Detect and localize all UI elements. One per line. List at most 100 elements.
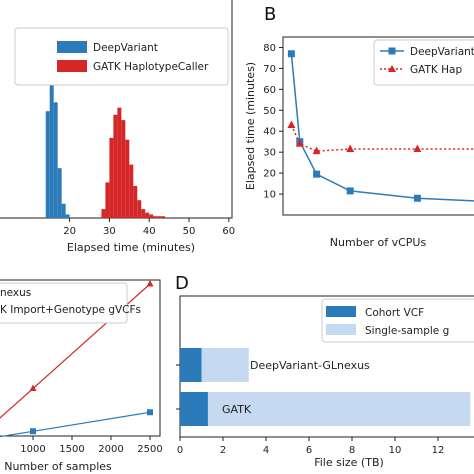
marker-gatk [146,280,154,287]
bar-cohort-vcf [180,348,202,382]
panel-d: D GATK DeepVariant-GLnexus 0 2 4 6 8 10 12 File… [175,273,474,469]
bar-deepvariant [65,214,70,218]
x-tick-label: 1000 [20,444,45,455]
panel-a-x-label: Elapsed time (minutes) [67,241,195,254]
y-tick-label: 60 [263,85,276,96]
panel-a-x-ticks: 20 30 40 50 60 [63,218,235,237]
legend-swatch-deepvariant [57,41,87,53]
bar-gatk [109,137,114,218]
x-tick-label: 0 [177,445,183,456]
panel-a: 20 30 40 50 60 Elapsed time (minutes) DeepVa… [0,0,235,254]
bar-gatk [161,216,166,218]
y-tick-label: 70 [263,64,276,75]
marker-gatk [413,144,422,153]
legend-label-cohort-vcf: Cohort VCF [365,307,424,319]
panel-c: 1000 1500 2000 2500 Number of samples nexus… [0,279,163,473]
bar-deepvariant [53,102,58,218]
bar-gatk [157,216,162,218]
x-tick-label: 1500 [59,444,84,455]
legend-box [14,27,229,86]
bar-category-label: DeepVariant-GLnexus [250,359,370,372]
x-tick-label: 60 [222,226,235,237]
x-tick-label: 2000 [98,444,123,455]
panel-c-x-label: Number of samples [4,460,112,473]
panel-b-x-label: Number of vCPUs [330,236,427,249]
bar-gatk [113,114,118,218]
x-tick-label: 20 [63,226,76,237]
legend-label-deepvariant: DeepVariant [410,46,474,58]
bar-gatk [121,120,126,218]
bar-gatk [149,214,154,218]
y-tick-label: 40 [263,127,276,138]
panel-b: B Elapsed time (minutes) 10 20 30 40 50 60 70 8… [244,4,474,249]
bar-gatk [133,185,138,218]
x-tick-label: 50 [183,226,196,237]
panel-b-axes-frame [282,36,474,216]
line-deepvariant [290,53,474,202]
x-tick-label: 4 [263,445,269,456]
panel-a-legend: DeepVariant GATK HaplotypeCaller [14,27,229,86]
legend-label-glnexus: nexus [0,287,31,299]
marker-gatk [295,139,304,147]
panel-d-legend: Cohort VCF Single-sample g [321,298,474,343]
marker-gatk [29,384,37,391]
bar-gatk [125,139,130,218]
panel-b-legend: DeepVariant GATK Hap [373,39,474,86]
legend-swatch-cohort-vcf [326,306,356,317]
line-glnexus [0,411,151,438]
panel-d-bars: GATK DeepVariant-GLnexus [176,348,471,426]
marker-glnexus [30,428,36,435]
bar-gatk [153,216,158,218]
panel-d-x-label: File size (TB) [314,456,384,469]
x-tick-label: 8 [349,445,355,456]
panel-letter-b: B [264,4,276,25]
bar-deepvariant [57,168,62,218]
legend-label-deepvariant: DeepVariant [93,42,158,54]
marker-gatk [312,146,321,155]
bar-gatk [117,107,122,218]
panel-a-bars [45,48,166,219]
y-tick-label: 10 [263,190,276,201]
y-tick-label: 20 [263,169,276,180]
legend-box [0,282,128,324]
marker-deepvariant [313,170,321,178]
legend-label-gatk: K Import+Genotype gVCFs [0,304,141,316]
legend-box [321,298,474,343]
marker-gatk [346,144,355,153]
panel-b-y-ticks: 10 20 30 40 50 60 70 80 [263,43,283,201]
bar-gatk [145,212,150,218]
bar-category-label: GATK [222,403,252,416]
legend-swatch-gatk [57,60,87,72]
legend-marker-square [388,47,396,55]
legend-swatch-single-sample [326,324,356,335]
x-tick-label: 12 [432,445,445,456]
y-tick-label: 50 [263,106,276,117]
panel-letter-d: D [175,273,189,294]
x-tick-label: 10 [389,445,402,456]
line-gatk [290,124,474,152]
panel-b-lines [287,50,474,202]
x-tick-label: 30 [103,226,116,237]
bar-single-sample [201,348,249,382]
marker-gatk [287,120,296,128]
bar-single-sample [207,392,471,426]
bar-deepvariant [45,111,50,218]
marker-deepvariant [413,194,421,202]
x-tick-label: 2500 [137,444,162,455]
legend-label-gatk: GATK HaplotypeCaller [93,61,209,73]
x-tick-label: 6 [306,445,312,456]
bar-deepvariant [49,48,54,219]
bar-gatk [137,200,142,218]
bar-gatk [105,182,110,218]
marker-deepvariant [287,50,295,58]
legend-marker-triangle [388,65,396,72]
bar-deepvariant [61,203,66,218]
bar-gatk [101,209,106,218]
y-tick-label: 80 [263,43,276,54]
panel-d-x-ticks: 0 2 4 6 8 10 12 [177,437,445,456]
panel-c-x-ticks: 1000 1500 2000 2500 [20,436,163,455]
bar-cohort-vcf [180,392,208,426]
x-tick-label: 2 [220,445,226,456]
panel-c-legend: nexus K Import+Genotype gVCFs [0,282,141,324]
